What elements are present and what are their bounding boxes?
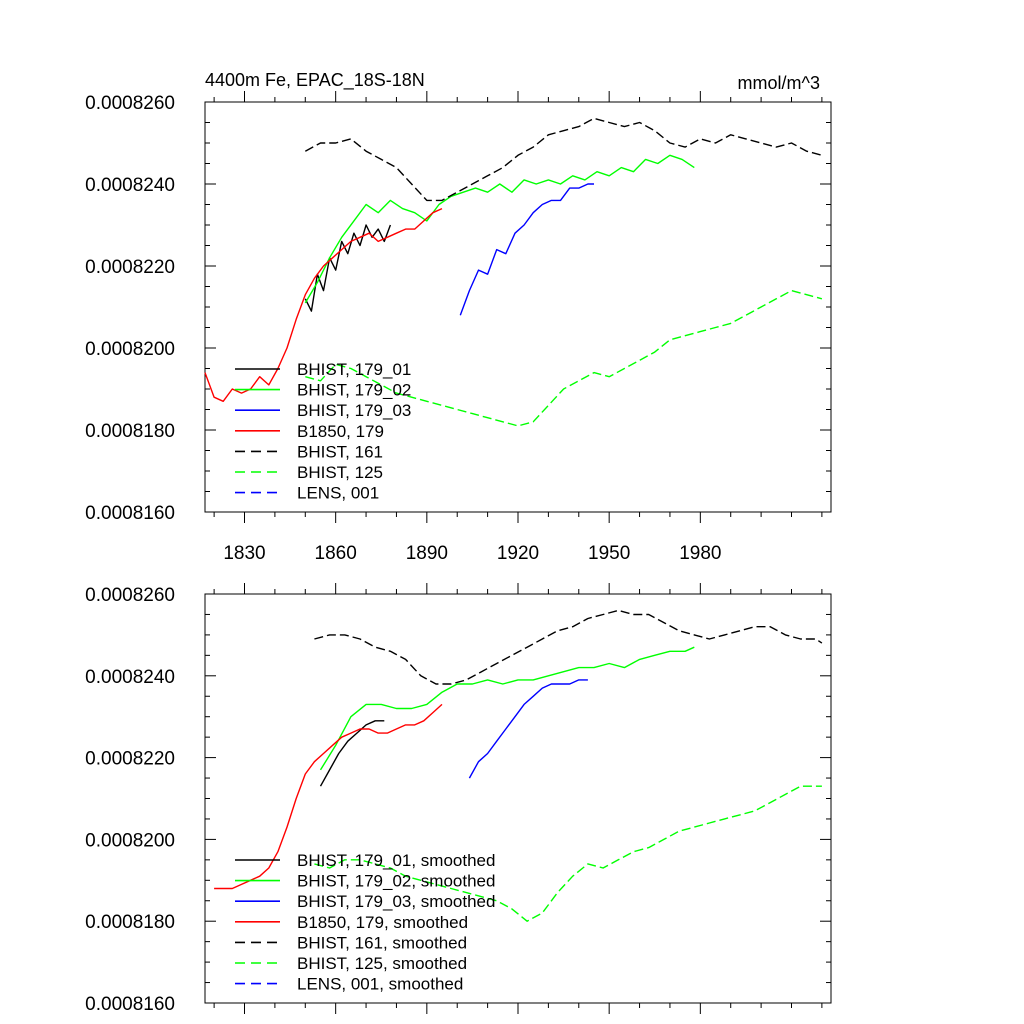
y-tick-label: 0.0008180 <box>85 421 175 442</box>
panel-title: 4400m Fe, EPAC_18S-18N <box>205 70 425 91</box>
y-tick-label: 0.0008220 <box>85 257 175 278</box>
series-line <box>304 224 392 312</box>
plot-area: 0.0008160 0.0008180 0.0008200 0.0008220 0.00… <box>85 91 832 564</box>
y-tick-label: 0.0008180 <box>85 912 175 933</box>
x-tick-label: 1980 <box>679 543 721 564</box>
legend-label: B1850, 179, smoothed <box>297 913 468 932</box>
legend-label: B1850, 179 <box>297 422 384 441</box>
bottom-panel: 0.0008160 0.0008180 0.0008200 0.0008220 0.00… <box>85 583 832 1015</box>
x-tick-label: 1830 <box>223 543 265 564</box>
x-tick-label: 1950 <box>588 543 630 564</box>
legend-label: BHIST, 179_03 <box>297 401 411 420</box>
y-tick-label: 0.0008200 <box>85 339 175 360</box>
legend-label: BHIST, 125 <box>297 463 383 482</box>
series-line <box>468 679 588 779</box>
legend-label: BHIST, 161, smoothed <box>297 933 467 952</box>
y-tick-label: 0.0008240 <box>85 667 175 688</box>
series-line <box>304 117 823 202</box>
series-line <box>459 183 594 316</box>
x-tick-label: 1860 <box>315 543 357 564</box>
series-line <box>214 703 443 890</box>
y-tick-label: 0.0008260 <box>85 93 175 114</box>
legend-label: LENS, 001, smoothed <box>297 975 463 994</box>
y-tick-label: 0.0008260 <box>85 585 175 606</box>
series-line <box>204 207 443 402</box>
x-tick-label: 1890 <box>406 543 448 564</box>
y-tick-label: 0.0008240 <box>85 175 175 196</box>
legend-label: BHIST, 179_02, smoothed <box>297 872 495 891</box>
x-tick-label: 1920 <box>497 543 539 564</box>
series-line <box>319 720 385 787</box>
series-line <box>304 154 695 304</box>
top-panel: 4400m Fe, EPAC_18S-18N mmol/m^3 0.000816… <box>85 70 832 564</box>
legend-label: BHIST, 161 <box>297 442 383 461</box>
series-line <box>314 785 822 922</box>
series-line <box>319 646 695 771</box>
legend-label: BHIST, 179_01, smoothed <box>297 851 495 870</box>
y-tick-label: 0.0008220 <box>85 749 175 770</box>
series-line <box>314 609 823 685</box>
legend-label: LENS, 001 <box>297 484 379 503</box>
plot-area: 0.0008160 0.0008180 0.0008200 0.0008220 0.00… <box>85 583 832 1015</box>
legend-label: BHIST, 179_03, smoothed <box>297 892 495 911</box>
legend-label: BHIST, 179_01 <box>297 360 411 379</box>
series-line <box>305 289 823 427</box>
legend-label: BHIST, 179_02 <box>297 381 411 400</box>
y-tick-label: 0.0008200 <box>85 830 175 851</box>
y-tick-label: 0.0008160 <box>85 994 175 1015</box>
legend-label: BHIST, 125, smoothed <box>297 954 467 973</box>
units-label: mmol/m^3 <box>738 73 820 93</box>
y-tick-label: 0.0008160 <box>85 503 175 524</box>
